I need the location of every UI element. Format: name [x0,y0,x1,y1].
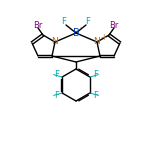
Text: F: F [54,70,59,79]
Text: N: N [52,38,58,47]
Text: Br: Br [33,21,43,29]
Text: B: B [73,28,79,38]
Text: +: + [100,33,106,43]
Text: F: F [93,91,98,100]
Text: F: F [54,91,59,100]
Text: F: F [62,17,66,26]
Text: N: N [94,38,100,47]
Text: F: F [93,70,98,79]
Text: F: F [86,17,90,26]
Text: ⁻: ⁻ [80,24,84,33]
Text: Br: Br [109,21,119,29]
